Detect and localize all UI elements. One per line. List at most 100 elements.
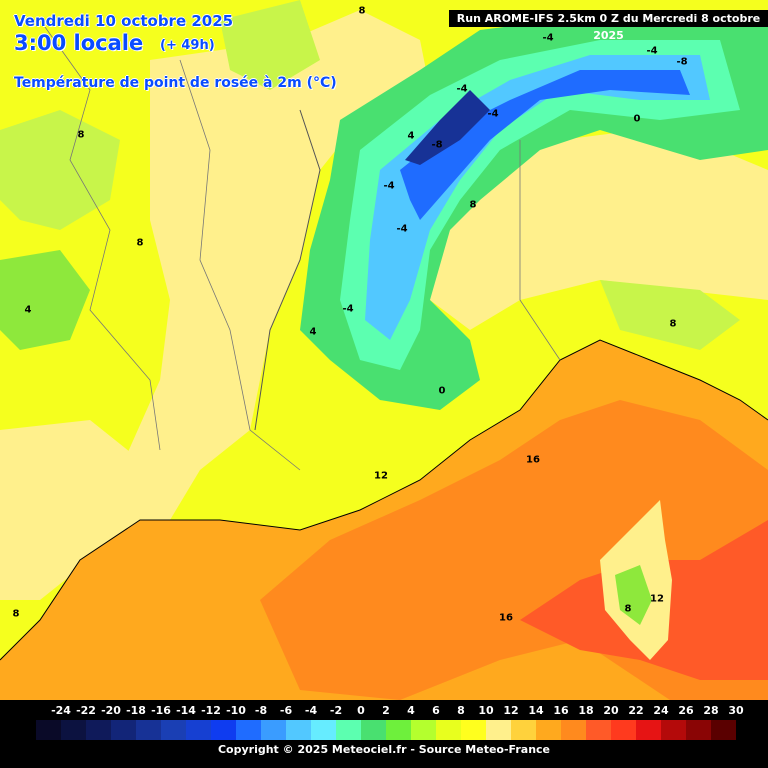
contour-label: 8: [77, 129, 85, 141]
border-line: [254, 109, 321, 431]
legend-tick: -18: [126, 704, 146, 717]
contour-label: -4: [342, 303, 354, 315]
alps-blue: [400, 70, 690, 220]
legend-swatch: [586, 720, 612, 740]
southwest-land: [0, 420, 170, 600]
legend-swatch: [161, 720, 187, 740]
contour-label: 4: [309, 326, 317, 338]
legend-tick: -6: [279, 704, 293, 717]
run-info: Run AROME-IFS 2.5km 0 Z du Mercredi 8 oc…: [449, 10, 768, 42]
contour-label: 8: [624, 603, 632, 615]
legend-tick: 8: [457, 704, 465, 717]
contour-label: 12: [374, 470, 388, 482]
legend-tick: 18: [578, 704, 594, 717]
legend-tick: 30: [728, 704, 744, 717]
legend-swatch: [236, 720, 262, 740]
contour-label: 12: [650, 593, 664, 605]
legend-swatch: [436, 720, 462, 740]
green-patch-4: [600, 280, 740, 350]
legend-swatch: [186, 720, 212, 740]
contour-label: 4: [407, 130, 415, 142]
contour-label: -4: [646, 45, 658, 57]
legend-tick: -8: [254, 704, 268, 717]
legend-tick: 24: [653, 704, 669, 717]
legend-tick: -22: [76, 704, 96, 717]
border-line: [179, 59, 301, 471]
contour-label: 16: [526, 454, 540, 466]
legend-swatch: [511, 720, 537, 740]
legend-swatch: [111, 720, 137, 740]
corsica-green: [615, 565, 652, 625]
legend-tick: 12: [503, 704, 519, 717]
legend-tick: -12: [201, 704, 221, 717]
legend-tick: -2: [329, 704, 343, 717]
legend-swatch: [136, 720, 162, 740]
legend-swatch: [36, 720, 62, 740]
variable-title: Température de point de rosée à 2m (°C): [14, 75, 337, 91]
contour-label: -4: [383, 180, 395, 192]
legend-swatch: [86, 720, 112, 740]
legend-swatch: [411, 720, 437, 740]
legend-tick: -4: [304, 704, 318, 717]
rhone-valley: [120, 10, 430, 520]
legend-swatch: [536, 720, 562, 740]
legend-tick: 4: [407, 704, 415, 717]
legend-tick-labels: -24 -22 -20 -18 -16 -14 -12 -10 -8 -6 -4 -2 0 2 4 6 8 10 1…: [28, 704, 744, 718]
legend-tick: 2: [382, 704, 390, 717]
contour-label: 4: [24, 304, 32, 316]
copyright: Copyright © 2025 Meteociel.fr - Source M…: [217, 743, 551, 756]
contour-label: 16: [499, 612, 513, 624]
legend-tick: -10: [226, 704, 246, 717]
legend-tick: -16: [151, 704, 171, 717]
contour-label: 8: [12, 608, 20, 620]
lead-time: (+ 49h): [160, 38, 215, 53]
contour-label: -4: [487, 108, 499, 120]
color-legend: [36, 720, 736, 740]
legend-swatch: [361, 720, 387, 740]
legend-tick: 22: [628, 704, 644, 717]
contour-label: -4: [542, 32, 554, 44]
legend-tick: 26: [678, 704, 694, 717]
legend-swatch: [336, 720, 362, 740]
coastline: [0, 339, 768, 661]
contour-label: 8: [669, 318, 677, 330]
legend-tick: 6: [432, 704, 440, 717]
green-patch-3: [220, 0, 320, 90]
legend-swatch: [461, 720, 487, 740]
legend-tick: -14: [176, 704, 196, 717]
legend-tick: 0: [357, 704, 365, 717]
legend-swatch: [61, 720, 87, 740]
contour-label: -8: [676, 56, 688, 68]
legend-tick: 20: [603, 704, 619, 717]
legend-swatch: [561, 720, 587, 740]
contour-label: 16: [29, 734, 43, 746]
legend-tick: 16: [553, 704, 569, 717]
contour-label: -4: [456, 83, 468, 95]
border-line: [39, 19, 161, 451]
contour-label: 16: [660, 738, 674, 750]
contour-label: -8: [431, 139, 443, 151]
valid-day: Vendredi 10 octobre 2025: [14, 12, 234, 30]
legend-swatch: [261, 720, 287, 740]
valid-time: 3:00 locale: [14, 31, 144, 55]
legend-swatch: [311, 720, 337, 740]
contour-label: 0: [438, 385, 446, 397]
legend-swatch: [386, 720, 412, 740]
green-patch-1: [0, 110, 120, 230]
green-patch-2: [0, 250, 90, 350]
contour-label: 0: [633, 113, 641, 125]
legend-tick: -20: [101, 704, 121, 717]
border-line: [519, 140, 561, 361]
legend-swatch: [661, 720, 687, 740]
legend-swatch: [286, 720, 312, 740]
legend-swatch: [486, 720, 512, 740]
legend-swatch: [636, 720, 662, 740]
legend-swatch: [611, 720, 637, 740]
contour-label: -4: [396, 223, 408, 235]
legend-tick: 28: [703, 704, 719, 717]
legend-tick: 14: [528, 704, 544, 717]
legend-swatch: [211, 720, 237, 740]
legend-swatch: [711, 720, 736, 740]
